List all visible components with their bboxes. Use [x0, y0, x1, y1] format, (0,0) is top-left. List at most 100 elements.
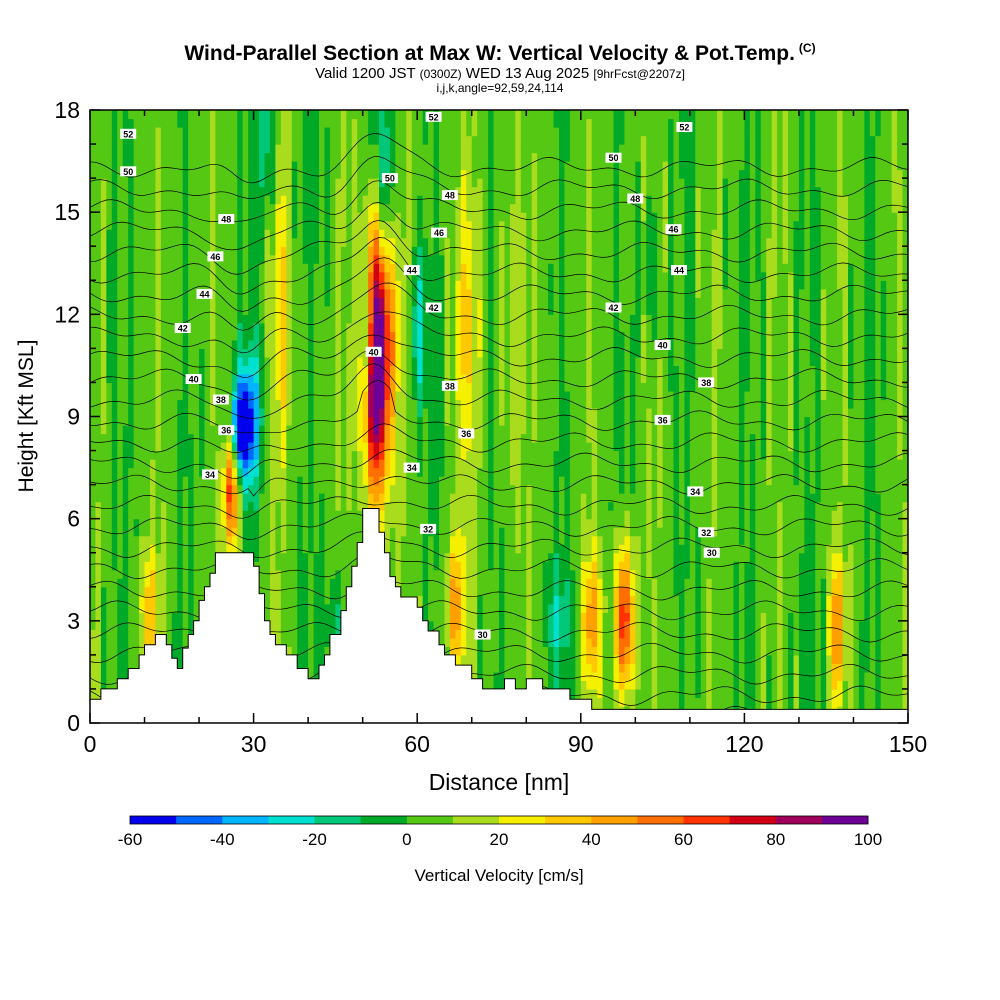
- velocity-cell: [237, 263, 244, 273]
- velocity-cell: [313, 493, 320, 503]
- velocity-cell: [324, 203, 331, 213]
- velocity-cell: [373, 288, 380, 298]
- velocity-cell: [406, 442, 413, 452]
- velocity-cell: [209, 450, 217, 460]
- velocity-cell: [253, 450, 260, 460]
- velocity-cell: [422, 373, 429, 384]
- velocity-cell: [100, 178, 107, 188]
- velocity-cell: [160, 586, 167, 596]
- velocity-cell: [248, 186, 255, 196]
- velocity-cell: [133, 476, 140, 486]
- velocity-cell: [384, 203, 391, 213]
- velocity-cell: [269, 407, 277, 418]
- velocity-cell: [253, 305, 260, 315]
- velocity-cell: [297, 493, 304, 503]
- velocity-cell: [286, 220, 293, 230]
- velocity-cell: [444, 578, 451, 588]
- velocity-cell: [346, 484, 353, 494]
- velocity-cell: [133, 442, 140, 452]
- velocity-cell: [313, 178, 320, 188]
- velocity-cell: [319, 161, 326, 171]
- velocity-cell: [95, 425, 102, 435]
- velocity-cell: [204, 152, 211, 162]
- velocity-cell: [324, 246, 331, 256]
- velocity-cell: [362, 271, 369, 281]
- velocity-cell: [90, 467, 97, 477]
- velocity-cell: [357, 178, 364, 188]
- velocity-cell: [373, 493, 380, 503]
- velocity-cell: [100, 356, 107, 367]
- velocity-cell: [204, 271, 211, 281]
- velocity-cell: [144, 373, 151, 384]
- velocity-cell: [242, 220, 249, 230]
- velocity-cell: [193, 518, 200, 528]
- velocity-cell: [455, 322, 462, 332]
- velocity-cell: [449, 501, 456, 511]
- velocity-cell: [248, 212, 255, 222]
- velocity-cell: [368, 305, 375, 315]
- velocity-cell: [171, 399, 178, 409]
- velocity-cell: [466, 620, 473, 630]
- velocity-cell: [117, 373, 124, 384]
- velocity-cell: [379, 161, 386, 171]
- velocity-cell: [100, 680, 107, 690]
- velocity-cell: [182, 459, 189, 469]
- velocity-cell: [351, 288, 358, 298]
- velocity-cell: [384, 229, 391, 239]
- velocity-cell: [291, 493, 298, 503]
- velocity-cell: [269, 586, 277, 596]
- velocity-cell: [406, 220, 413, 230]
- velocity-cell: [335, 220, 342, 230]
- velocity-cell: [444, 416, 451, 426]
- velocity-cell: [166, 603, 173, 613]
- velocity-cell: [242, 322, 249, 332]
- velocity-cell: [308, 169, 315, 179]
- velocity-cell: [373, 322, 380, 332]
- velocity-cell: [160, 501, 167, 511]
- velocity-cell: [422, 484, 429, 494]
- velocity-cell: [171, 237, 178, 247]
- velocity-cell: [335, 450, 342, 460]
- velocity-cell: [122, 263, 129, 273]
- velocity-cell: [188, 586, 195, 596]
- velocity-cell: [319, 425, 326, 435]
- velocity-cell: [111, 169, 118, 179]
- velocity-cell: [444, 629, 451, 639]
- velocity-cell: [417, 144, 424, 154]
- velocity-cell: [264, 118, 271, 128]
- velocity-cell: [308, 646, 315, 656]
- velocity-cell: [237, 212, 244, 222]
- velocity-cell: [411, 254, 418, 264]
- velocity-cell: [259, 144, 266, 154]
- velocity-cell: [117, 322, 124, 332]
- velocity-cell: [275, 373, 282, 384]
- velocity-cell: [417, 203, 424, 213]
- velocity-cell: [302, 203, 309, 213]
- velocity-cell: [449, 365, 456, 375]
- velocity-cell: [286, 629, 293, 639]
- velocity-cell: [449, 518, 456, 528]
- velocity-cell: [329, 339, 336, 349]
- valid-time-utc: (0300Z): [419, 67, 462, 81]
- velocity-cell: [90, 688, 97, 699]
- velocity-cell: [302, 263, 309, 273]
- velocity-cell: [280, 518, 287, 528]
- velocity-cell: [302, 612, 309, 622]
- velocity-cell: [226, 297, 233, 307]
- velocity-cell: [280, 331, 287, 341]
- velocity-cell: [248, 110, 255, 120]
- velocity-cell: [329, 271, 336, 281]
- velocity-cell: [297, 595, 304, 605]
- velocity-cell: [302, 467, 309, 477]
- velocity-cell: [324, 518, 331, 528]
- velocity-cell: [455, 229, 462, 239]
- velocity-cell: [144, 569, 151, 579]
- velocity-cell: [449, 348, 456, 358]
- velocity-cell: [144, 127, 151, 137]
- velocity-cell: [226, 322, 233, 332]
- velocity-cell: [122, 186, 129, 196]
- velocity-cell: [231, 356, 238, 367]
- velocity-cell: [193, 484, 200, 494]
- velocity-cell: [133, 595, 140, 605]
- velocity-cell: [280, 263, 287, 273]
